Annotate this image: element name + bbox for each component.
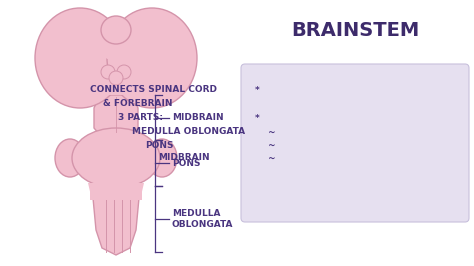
Ellipse shape (101, 65, 115, 79)
Ellipse shape (117, 65, 131, 79)
Text: CONNECTS SPINAL CORD: CONNECTS SPINAL CORD (90, 85, 217, 94)
Text: MIDBRAIN: MIDBRAIN (158, 153, 210, 163)
Text: PONS: PONS (172, 159, 201, 168)
Ellipse shape (109, 71, 123, 85)
Ellipse shape (55, 139, 85, 177)
FancyBboxPatch shape (241, 64, 469, 222)
Text: ~: ~ (268, 153, 275, 163)
Text: ~: ~ (268, 127, 275, 136)
Polygon shape (92, 132, 140, 142)
Text: 3 PARTS:: 3 PARTS: (118, 114, 163, 123)
Text: BRAINSTEM: BRAINSTEM (291, 20, 419, 39)
Polygon shape (88, 183, 144, 200)
Text: PONS: PONS (145, 140, 173, 149)
Text: ~: ~ (268, 140, 275, 149)
Polygon shape (98, 133, 134, 140)
Ellipse shape (107, 8, 197, 108)
Ellipse shape (72, 128, 160, 188)
Text: *: * (255, 114, 260, 123)
Ellipse shape (147, 139, 177, 177)
Polygon shape (96, 68, 136, 95)
Text: MEDULLA OBLONGATA: MEDULLA OBLONGATA (132, 127, 245, 136)
Ellipse shape (35, 8, 125, 108)
Polygon shape (93, 198, 139, 255)
Polygon shape (94, 95, 138, 137)
Text: *: * (255, 85, 260, 94)
Text: MIDBRAIN: MIDBRAIN (172, 113, 224, 122)
Polygon shape (90, 183, 142, 200)
Ellipse shape (97, 23, 135, 61)
Text: MEDULLA
OBLONGATA: MEDULLA OBLONGATA (172, 209, 234, 229)
Ellipse shape (101, 16, 131, 44)
Text: & FOREBRAIN: & FOREBRAIN (103, 98, 173, 107)
